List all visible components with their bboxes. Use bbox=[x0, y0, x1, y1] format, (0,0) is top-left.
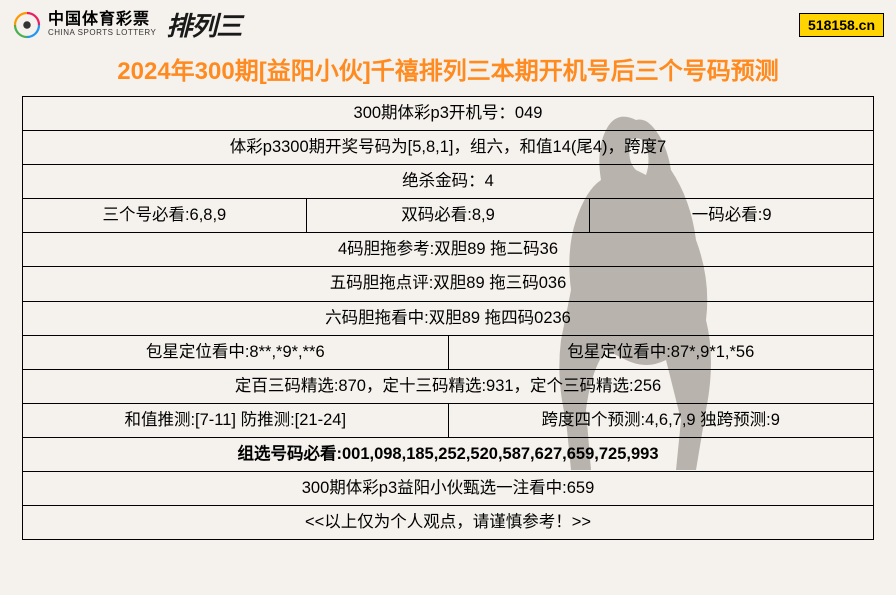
row-draw-result: 体彩p3300期开奖号码为[5,8,1]，组六，和值14(尾4)，跨度7 bbox=[23, 131, 873, 164]
row-group-picks: 组选号码必看:001,098,185,252,520,587,627,659,7… bbox=[23, 438, 873, 471]
product-name: 排列三 bbox=[166, 6, 241, 43]
cell-double-must: 双码必看:8,9 bbox=[307, 199, 591, 232]
cell-span-predict: 跨度四个预测:4,6,7,9 独跨预测:9 bbox=[449, 404, 874, 437]
header-bar: 中国体育彩票 CHINA SPORTS LOTTERY 排列三 518158.c… bbox=[0, 0, 896, 45]
lottery-logo-icon bbox=[12, 10, 42, 40]
cell-star-pos-b: 包星定位看中:87*,9*1,*56 bbox=[449, 336, 874, 369]
brand-en: CHINA SPORTS LOTTERY bbox=[48, 29, 156, 38]
cell-sum-predict: 和值推测:[7-11] 防推测:[21-24] bbox=[23, 404, 449, 437]
cell-three-must: 三个号必看:6,8,9 bbox=[23, 199, 307, 232]
row-4code: 4码胆拖参考:双胆89 拖二码36 bbox=[23, 233, 873, 266]
row-5code: 五码胆拖点评:双胆89 拖三码036 bbox=[23, 267, 873, 300]
row-kill-code: 绝杀金码：4 bbox=[23, 165, 873, 198]
brand-text: 中国体育彩票 CHINA SPORTS LOTTERY bbox=[48, 11, 156, 37]
site-badge: 518158.cn bbox=[799, 13, 884, 37]
cell-single-must: 一码必看:9 bbox=[590, 199, 873, 232]
brand-cn: 中国体育彩票 bbox=[48, 11, 156, 29]
row-position-picks: 定百三码精选:870，定十三码精选:931，定个三码精选:256 bbox=[23, 370, 873, 403]
header-left: 中国体育彩票 CHINA SPORTS LOTTERY 排列三 bbox=[12, 6, 241, 43]
row-disclaimer: <<以上仅为个人观点，请谨慎参考！>> bbox=[23, 506, 873, 539]
row-boot-number: 300期体彩p3开机号：049 bbox=[23, 97, 873, 130]
row-6code: 六码胆拖看中:双胆89 拖四码0236 bbox=[23, 302, 873, 335]
cell-star-pos-a: 包星定位看中:8**,*9*,**6 bbox=[23, 336, 449, 369]
page-title: 2024年300期[益阳小伙]千禧排列三本期开机号后三个号码预测 bbox=[0, 45, 896, 96]
prediction-table: 300期体彩p3开机号：049 体彩p3300期开奖号码为[5,8,1]，组六，… bbox=[22, 96, 874, 540]
row-single-pick: 300期体彩p3益阳小伙甄选一注看中:659 bbox=[23, 472, 873, 505]
